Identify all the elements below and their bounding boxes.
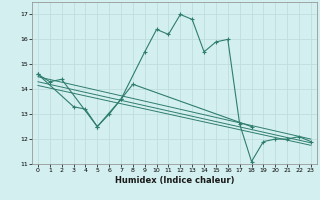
X-axis label: Humidex (Indice chaleur): Humidex (Indice chaleur) bbox=[115, 176, 234, 185]
